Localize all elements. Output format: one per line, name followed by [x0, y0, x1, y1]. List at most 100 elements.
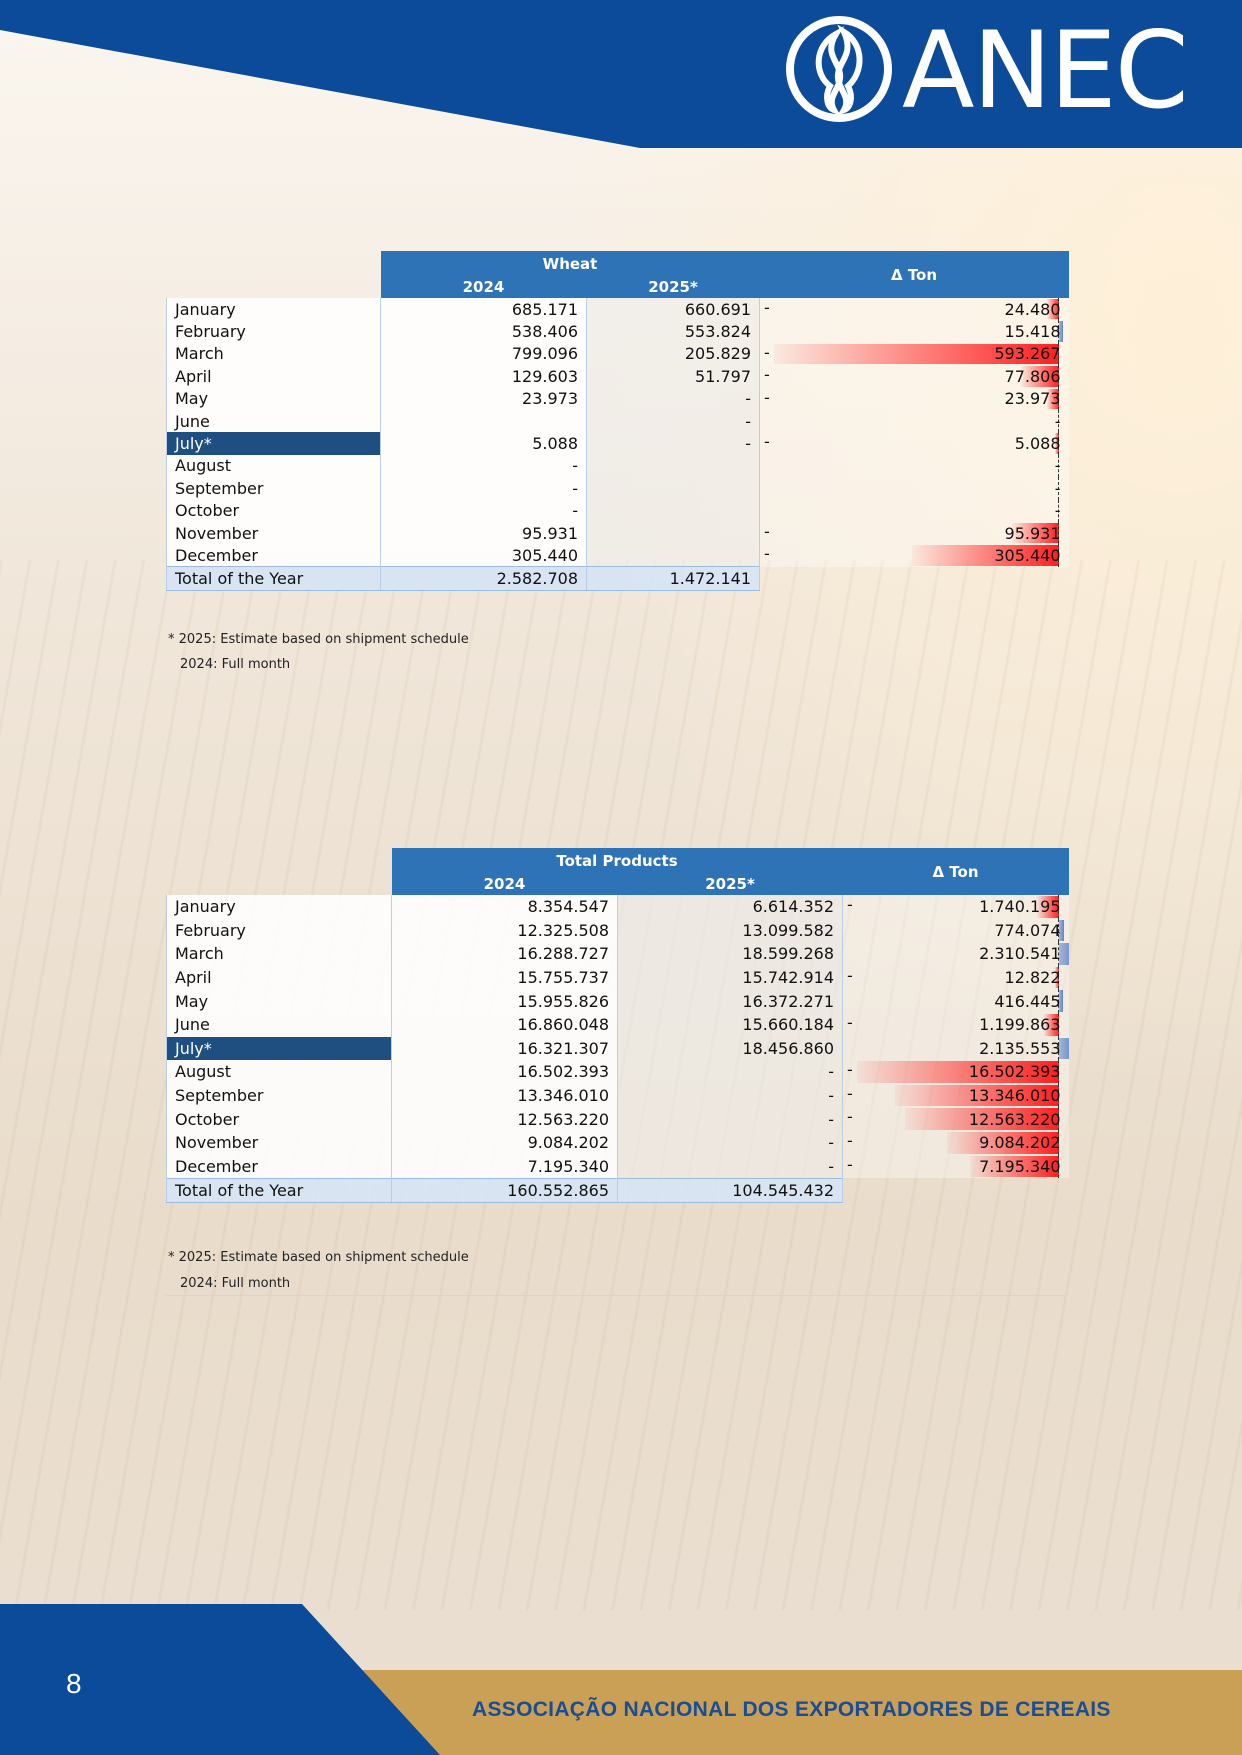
delta-axis-line: [1057, 1060, 1059, 1084]
value-2024-cell: 15.955.826: [391, 989, 618, 1013]
header-spacer: [167, 873, 392, 895]
col-2025-header: 2025*: [586, 276, 760, 298]
delta-cell: - 9.084.202: [842, 1130, 1069, 1155]
total-label: Total of the Year: [166, 1177, 392, 1204]
month-cell: December: [166, 544, 381, 567]
header-band: [0, 0, 1242, 148]
decrease-bar: [904, 1108, 1059, 1130]
table-row: September 13.346.010- -13.346.010: [166, 1083, 1069, 1108]
month-cell: June: [166, 1012, 392, 1037]
delta-value: -: [1054, 456, 1061, 476]
month-cell: January: [166, 895, 392, 919]
month-cell: August: [166, 1060, 392, 1084]
month-cell: February: [166, 320, 381, 343]
value-2025-cell: 18.599.268: [617, 942, 843, 966]
value-2024-cell: -: [380, 454, 587, 478]
negative-sign: -: [764, 342, 770, 362]
value-2025-cell: -: [586, 409, 761, 433]
delta-axis-line: [1057, 365, 1059, 388]
decrease-bar: [1054, 966, 1059, 989]
delta-axis-line: [1057, 544, 1059, 567]
negative-sign: -: [847, 1060, 853, 1080]
delta-cell: - 12.563.220: [842, 1107, 1069, 1131]
negative-sign: -: [847, 965, 853, 985]
col-2025-header: 2025*: [617, 873, 843, 895]
value-2024-cell: -: [380, 499, 587, 522]
delta-axis-line: [1057, 454, 1059, 478]
month-cell: May: [166, 989, 392, 1013]
delta-axis-line: [1057, 918, 1059, 943]
value-2024-cell: 305.440: [380, 544, 587, 567]
decrease-bar: [947, 1131, 1059, 1154]
table-row: November 9.084.202- -9.084.202: [166, 1130, 1069, 1155]
footnote-estimate: * 2025: Estimate based on shipment sched…: [168, 632, 469, 647]
table-row: October 12.563.220- -12.563.220: [166, 1107, 1069, 1131]
value-2024-cell: 95.931: [380, 521, 587, 545]
delta-value: 13.346.010: [968, 1086, 1061, 1106]
value-2025-cell: 553.824: [586, 320, 761, 343]
footnote-estimate: * 2025: Estimate based on shipment sched…: [168, 1250, 469, 1265]
total-delta-empty: [760, 567, 1069, 590]
negative-sign: -: [847, 1083, 853, 1103]
delta-cell: - 12.822: [842, 965, 1069, 990]
delta-cell: -: [759, 477, 1069, 500]
table-row: September - -: [166, 477, 1069, 500]
delta-value: -: [1054, 478, 1061, 498]
value-2025-cell: [586, 499, 761, 522]
decrease-bar: [773, 343, 1059, 365]
delta-axis-line: [1057, 1083, 1059, 1108]
delta-header: Δ Ton: [759, 251, 1069, 298]
delta-cell: - 16.502.393: [842, 1060, 1069, 1084]
delta-axis-line: [1057, 965, 1059, 990]
decrease-bar: [895, 1084, 1059, 1107]
divider: [166, 1295, 1068, 1296]
delta-value: 7.195.340: [979, 1156, 1061, 1176]
anec-logo-icon: [786, 16, 892, 122]
delta-cell: - 23.973: [759, 387, 1069, 410]
value-2025-cell: -: [586, 432, 761, 455]
month-cell: January: [166, 298, 381, 321]
delta-cell: 416.445: [842, 989, 1069, 1013]
wheat-table: Wheat Δ Ton 2024 2025* January 685.171 660…: [166, 251, 1069, 591]
negative-sign: -: [764, 521, 770, 541]
decrease-bar: [1047, 388, 1059, 409]
value-2024-cell: 5.088: [380, 432, 587, 455]
value-2024-cell: 12.325.508: [391, 918, 618, 943]
negative-sign: -: [847, 1154, 853, 1174]
value-2024-cell: 16.321.307: [391, 1036, 618, 1061]
delta-cell: 774.074: [842, 918, 1069, 943]
delta-cell: - 1.740.195: [842, 895, 1069, 919]
month-cell: September: [166, 477, 381, 500]
delta-value: -: [1054, 501, 1061, 521]
increase-bar: [1058, 943, 1069, 965]
value-2024-cell: 15.755.737: [391, 965, 618, 990]
header-spacer: [167, 848, 392, 873]
value-2024-cell: 23.973: [380, 387, 587, 410]
value-2025-cell: -: [617, 1130, 843, 1155]
increase-bar: [1058, 321, 1063, 342]
footer-org-name: ASSOCIAÇÃO NACIONAL DOS EXPORTADORES DE …: [472, 1698, 1111, 1721]
table-row: December 7.195.340- -7.195.340: [166, 1154, 1069, 1179]
decrease-bar: [1037, 896, 1059, 918]
negative-sign: -: [764, 298, 770, 317]
table-row: January 685.171 660.691- 24.480: [166, 298, 1069, 321]
decrease-bar: [1012, 522, 1059, 544]
total-products-table: Total Products Δ Ton 2024 2025* January 8…: [166, 848, 1069, 1204]
delta-cell: - 77.806: [759, 365, 1069, 388]
value-2024-cell: 7.195.340: [391, 1154, 618, 1179]
month-cell: July*: [166, 1036, 392, 1061]
delta-axis-line: [1057, 298, 1059, 321]
total-label: Total of the Year: [166, 566, 381, 591]
delta-cell: -: [759, 499, 1069, 522]
month-cell: March: [166, 942, 392, 966]
month-cell: November: [166, 1130, 392, 1155]
month-cell: August: [166, 454, 381, 478]
value-2024-cell: 16.860.048: [391, 1012, 618, 1037]
delta-cell: - 593.267: [759, 342, 1069, 366]
delta-value: 593.267: [994, 344, 1061, 364]
increase-bar: [1058, 1037, 1069, 1060]
delta-value: 2.135.553: [979, 1038, 1061, 1058]
delta-cell: -: [759, 409, 1069, 433]
delta-axis-line: [1057, 1012, 1059, 1037]
negative-sign: -: [847, 1107, 853, 1127]
